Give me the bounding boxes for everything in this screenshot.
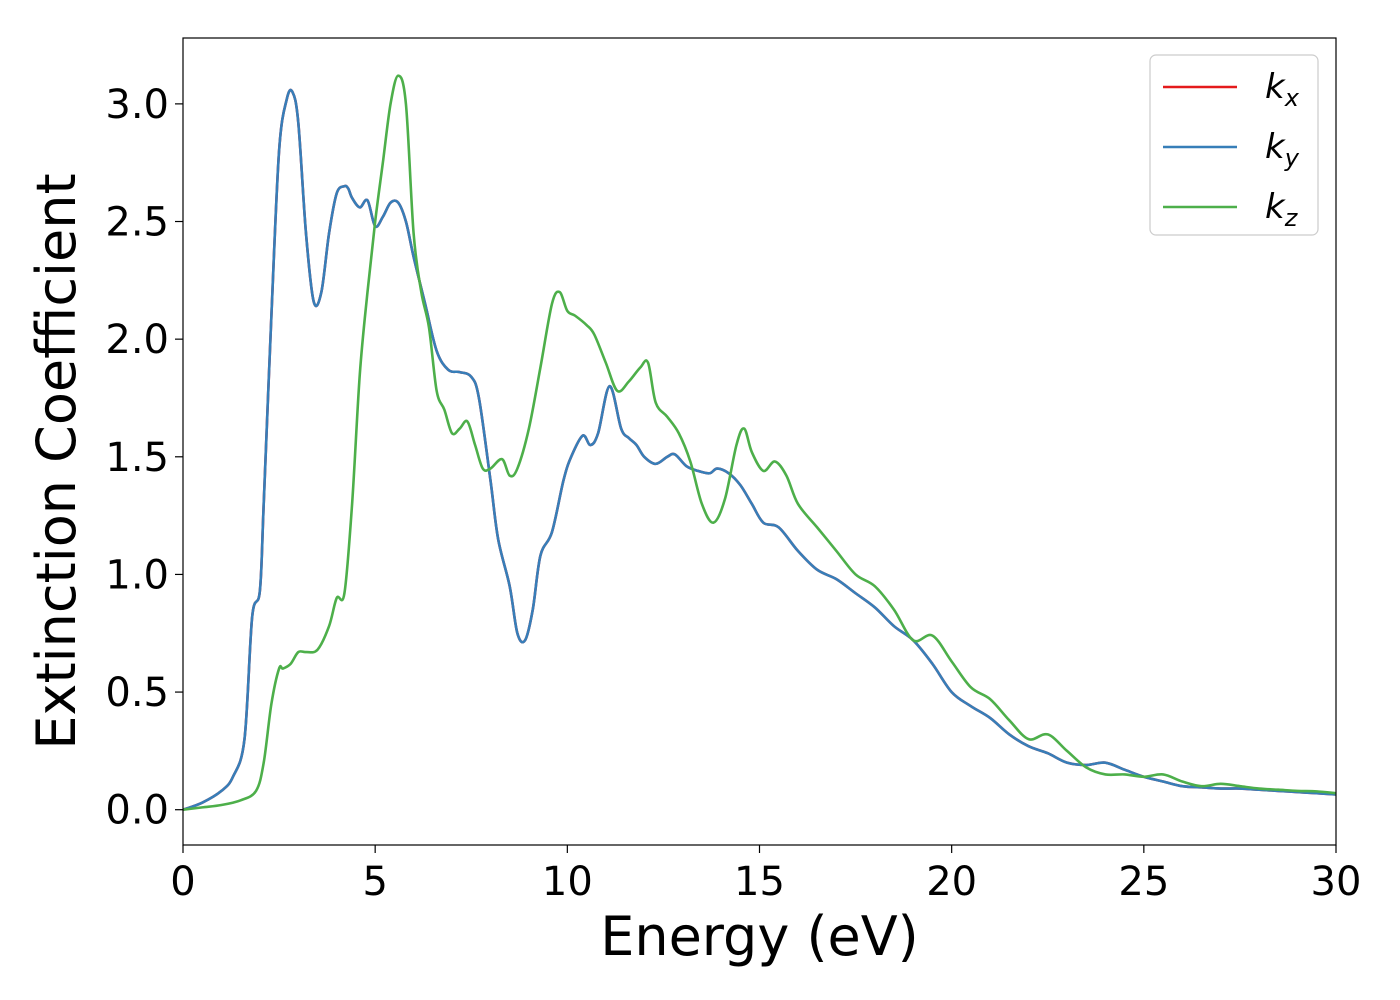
x-tick-label: 10 [542,859,593,905]
series-layer [182,74,1337,812]
tick-layer: 0 5 10 15 20 25 30 0.0 0.5 1.0 1.5 2.0 2.5 3.0 [105,82,1361,905]
legend-label-ky: ky [1265,127,1300,172]
y-tick-label: 2.0 [105,317,169,363]
x-tick-label: 20 [926,859,977,905]
x-tick-label: 5 [362,859,387,905]
y-tick-label: 0.0 [105,788,169,834]
y-axis-label: Extinction Coefficient [25,173,88,749]
series-line-kz [182,74,1337,812]
x-tick-label: 15 [734,859,785,905]
series-line-ky [182,88,1337,811]
y-tick-label: 1.5 [105,435,169,481]
legend: kx ky kz [1149,54,1319,236]
y-tick-label: 1.0 [105,552,169,598]
y-tick-label: 2.5 [105,200,169,246]
x-tick-label: 0 [170,859,195,905]
legend-box [1149,54,1319,236]
x-axis-label: Energy (eV) [600,905,919,968]
y-tick-label: 3.0 [105,82,169,128]
legend-label-kx: kx [1265,67,1300,112]
legend-label-kz: kz [1265,187,1299,232]
x-tick-label: 25 [1118,859,1169,905]
y-tick-label: 0.5 [105,670,169,716]
x-tick-label: 30 [1311,859,1362,905]
